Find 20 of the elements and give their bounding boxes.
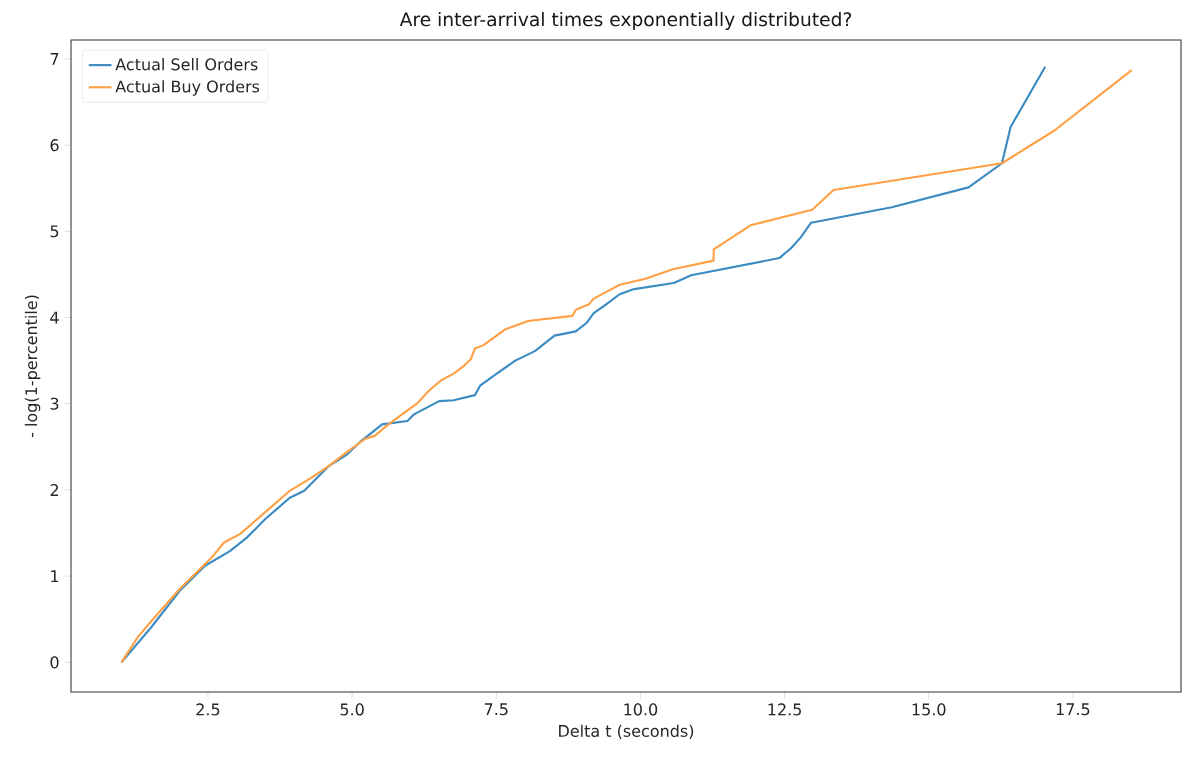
x-tick-label: 7.5	[484, 703, 508, 716]
y-tick-label: 5	[50, 225, 59, 238]
legend-label: Actual Sell Orders	[115, 58, 258, 71]
x-tick-label: 2.5	[196, 703, 220, 716]
x-tick-label: 12.5	[768, 703, 801, 716]
chart-title: Are inter-arrival times exponentially distributed?	[399, 11, 852, 30]
y-tick-label: 1	[51, 570, 59, 582]
x-tick-label: 10.0	[624, 703, 658, 716]
y-tick-label: 2	[50, 484, 59, 496]
y-tick-label: 6	[50, 139, 59, 152]
y-tick-label: 3	[50, 397, 59, 410]
x-tick-label: 15.0	[912, 703, 946, 716]
legend-label: Actual Buy Orders	[115, 80, 260, 96]
x-tick-label: 17.5	[1056, 703, 1090, 716]
y-axis-title: - log(1-percentile)	[24, 295, 41, 438]
y-tick-label: 4	[50, 311, 59, 324]
x-tick-label: 5.0	[340, 703, 364, 716]
y-tick-label: 7	[50, 53, 59, 65]
y-tick-label: 0	[50, 656, 59, 669]
x-axis-title: Delta t (seconds)	[559, 724, 694, 739]
